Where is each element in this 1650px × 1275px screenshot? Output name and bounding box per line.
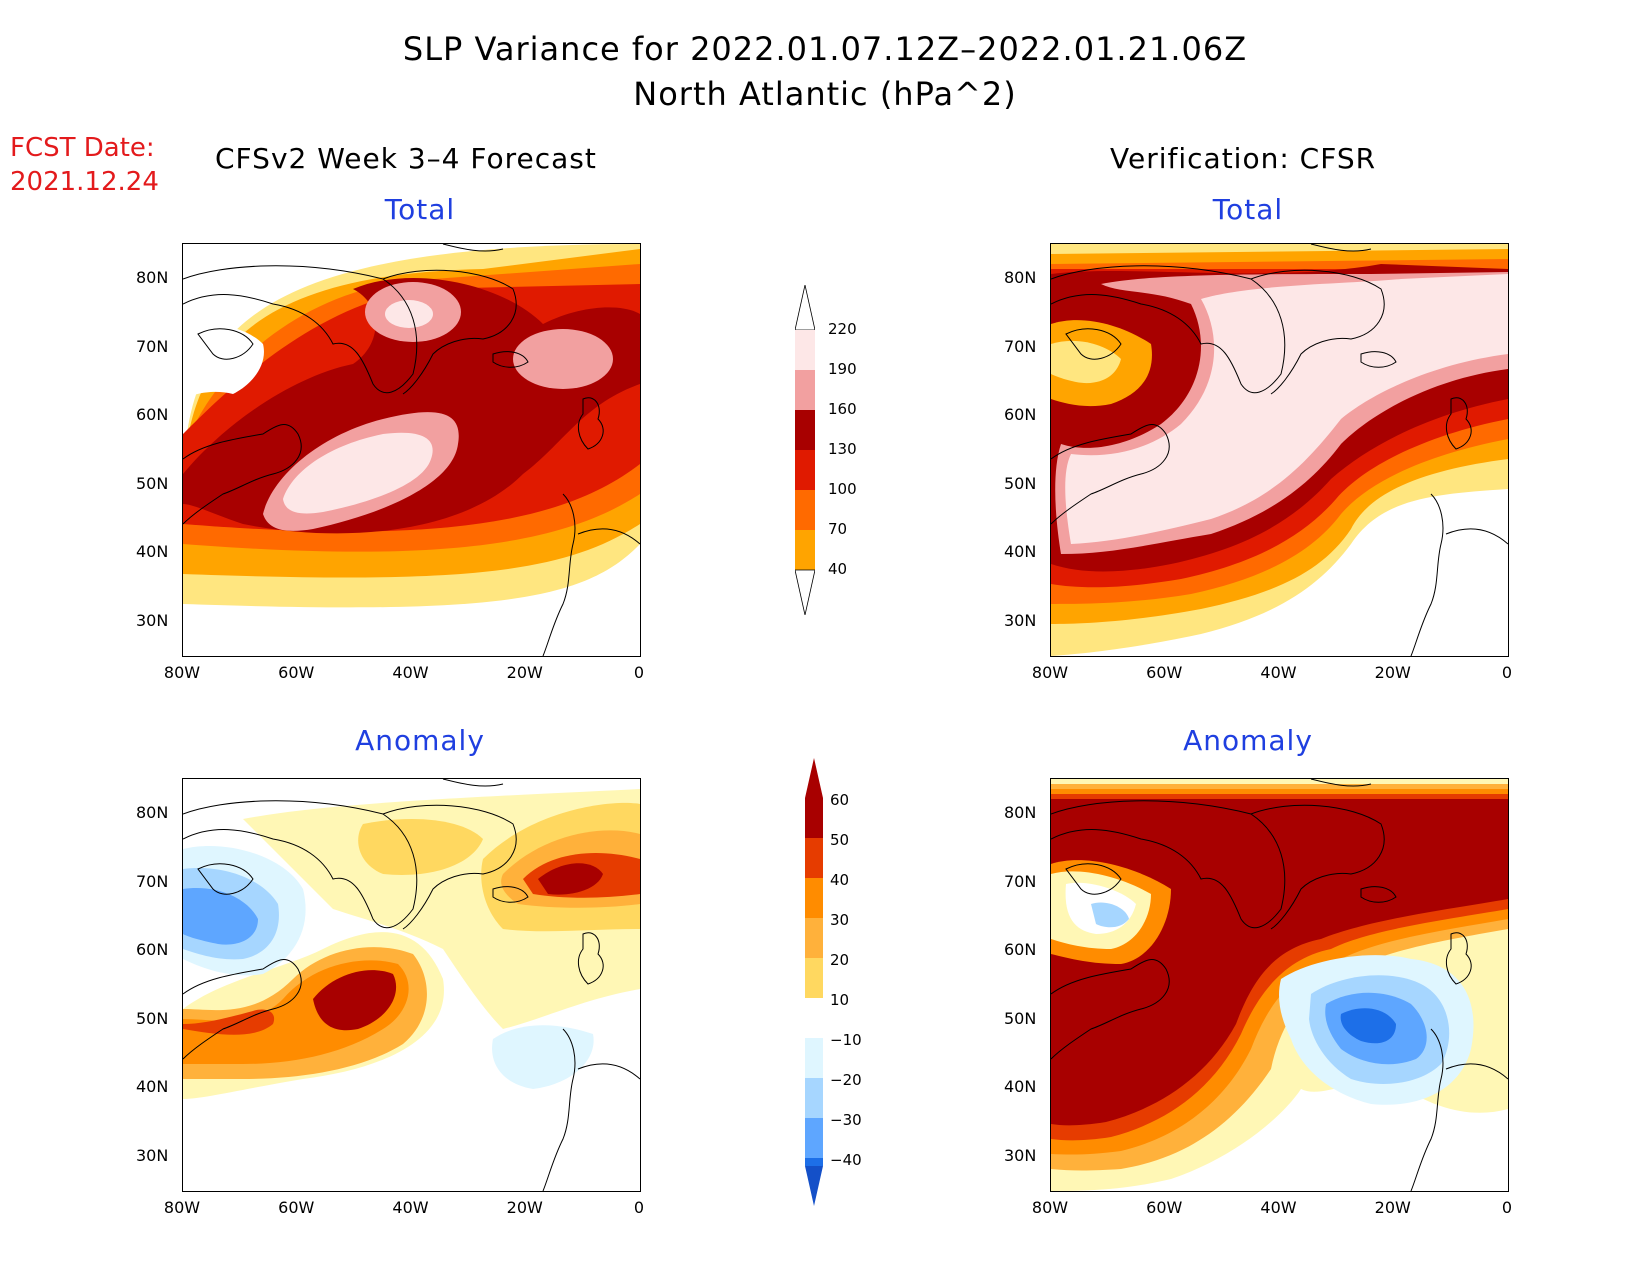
lon-tick-label: 60W [1146, 1198, 1183, 1217]
colorbar-total-label: 190 [828, 360, 857, 378]
lat-tick-label: 80N [1004, 803, 1037, 822]
lat-tick-label: 60N [136, 405, 169, 424]
column-title-verification: Verification: CFSR [1110, 142, 1377, 175]
lon-tick-label: 80W [163, 663, 201, 682]
lat-tick-label: 70N [1004, 336, 1037, 356]
lat-tick-label: 70N [1004, 871, 1037, 891]
lon-tick-label: 80W [163, 1198, 201, 1217]
lon-tick-label: 0 [633, 1198, 645, 1217]
fcst-date-label: FCST Date: [10, 133, 155, 163]
colorbar-total-label: 40 [828, 560, 848, 578]
lon-tick-label: 40W [392, 663, 429, 682]
column-title-forecast: CFSv2 Week 3–4 Forecast [215, 142, 597, 175]
colorbar-anomaly-label: 40 [830, 871, 850, 889]
lon-tick-label: 40W [1260, 663, 1297, 682]
lat-tick-label: 40N [136, 1077, 169, 1096]
colorbar-anomaly-label: 60 [830, 791, 850, 809]
colorbar-anomaly-label: 10 [830, 991, 850, 1009]
colorbar-total-label: 160 [828, 400, 857, 418]
main-title: SLP Variance for 2022.01.07.12Z–2022.01.… [402, 30, 1248, 68]
lon-tick-label: 0 [1501, 663, 1513, 682]
lat-tick-label: 40N [136, 542, 169, 561]
map-forecast-total [182, 243, 641, 657]
colorbar-total-label: 100 [828, 480, 857, 498]
colorbar-anomaly-label: 30 [830, 911, 850, 929]
lat-tick-label: 30N [136, 610, 169, 630]
panel-title-forecast-anomaly: Anomaly [355, 724, 485, 757]
lon-tick-label: 20W [506, 1198, 543, 1217]
colorbar-anomaly-label: −20 [830, 1071, 862, 1089]
lon-tick-label: 60W [278, 1198, 315, 1217]
colorbar-total-label: 220 [828, 320, 857, 338]
colorbar-anomaly-label: 50 [830, 831, 850, 849]
lon-tick-label: 40W [1260, 1198, 1297, 1217]
lat-tick-label: 50N [1004, 1008, 1037, 1028]
lat-tick-label: 40N [1004, 542, 1037, 561]
colorbar-total-label: 130 [828, 440, 857, 458]
lat-tick-label: 30N [1004, 1145, 1037, 1165]
map-forecast-anomaly [182, 778, 641, 1192]
lat-tick-label: 80N [136, 268, 169, 287]
lon-tick-label: 60W [1146, 663, 1183, 682]
map-verification-total [1050, 243, 1509, 657]
lat-tick-label: 30N [136, 1145, 169, 1165]
colorbar-anomaly-label: 20 [830, 951, 850, 969]
panel-title-verification-anomaly: Anomaly [1183, 724, 1313, 757]
panel-title-verification-total: Total [1212, 193, 1284, 226]
lon-tick-label: 40W [392, 1198, 429, 1217]
lat-tick-label: 80N [1004, 268, 1037, 287]
lon-tick-label: 80W [1031, 1198, 1069, 1217]
lat-tick-label: 40N [1004, 1077, 1037, 1096]
lon-tick-label: 0 [1501, 1198, 1513, 1217]
panel-title-forecast-total: Total [384, 193, 456, 226]
lat-tick-label: 70N [136, 871, 169, 891]
lon-tick-label: 80W [1031, 663, 1069, 682]
lat-tick-label: 50N [1004, 473, 1037, 493]
fcst-date-value: 2021.12.24 [10, 167, 159, 197]
lon-tick-label: 0 [633, 663, 645, 682]
lat-tick-label: 50N [136, 473, 169, 493]
lon-tick-label: 60W [278, 663, 315, 682]
colorbar-anomaly [805, 758, 823, 1206]
colorbar-anomaly-label: −30 [830, 1111, 862, 1129]
lat-tick-label: 60N [1004, 405, 1037, 424]
map-verification-anomaly [1050, 778, 1509, 1192]
colorbar-total-label: 70 [828, 520, 848, 538]
lat-tick-label: 50N [136, 1008, 169, 1028]
colorbar-total [795, 285, 815, 615]
colorbar-anomaly-label: −40 [830, 1151, 862, 1169]
colorbar-anomaly-label: −10 [830, 1031, 862, 1049]
main-subtitle: North Atlantic (hPa^2) [633, 75, 1017, 113]
lat-tick-label: 60N [1004, 940, 1037, 959]
lat-tick-label: 60N [136, 940, 169, 959]
lon-tick-label: 20W [506, 663, 543, 682]
lat-tick-label: 80N [136, 803, 169, 822]
lon-tick-label: 20W [1374, 663, 1411, 682]
lat-tick-label: 70N [136, 336, 169, 356]
lon-tick-label: 20W [1374, 1198, 1411, 1217]
lat-tick-label: 30N [1004, 610, 1037, 630]
